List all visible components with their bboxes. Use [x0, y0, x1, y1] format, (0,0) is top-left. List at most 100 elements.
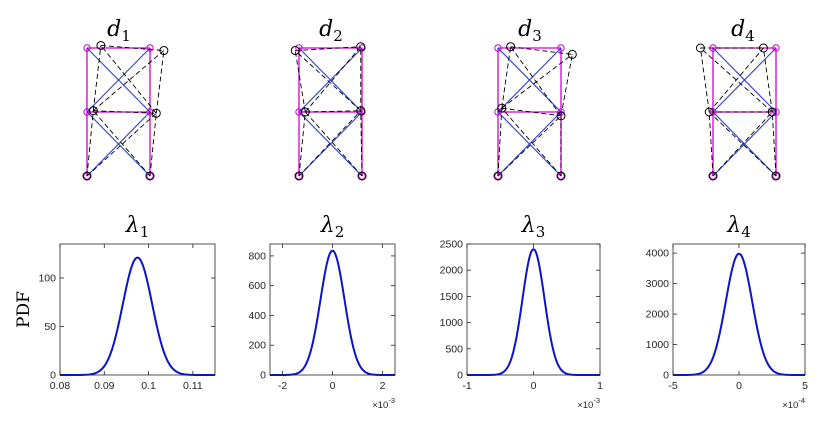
undeformed-node [295, 172, 303, 180]
deformed-member [155, 50, 165, 114]
plot-axes [466, 243, 601, 376]
bracing-member [86, 111, 151, 177]
plot-title-sub: 1 [140, 223, 150, 241]
deformed-member [295, 46, 361, 52]
x-exponent-base: ×10 [782, 400, 798, 411]
x-tick-label: 0.08 [50, 380, 71, 392]
mode-shape-title: d1 [107, 17, 131, 45]
y-tick-label: 2000 [646, 309, 670, 321]
deformed-member [86, 110, 94, 177]
mode-shape-title-base: d [518, 17, 532, 42]
deformed-node [357, 171, 367, 181]
mode-shape-title: d2 [319, 17, 343, 45]
undeformed-node [146, 108, 154, 116]
deformed-node [556, 171, 566, 181]
undeformed-node [494, 172, 502, 180]
plot-title: λ1 [125, 213, 150, 241]
deformed-member [497, 108, 503, 177]
undeformed-node [709, 108, 717, 116]
undeformed-node [772, 108, 780, 116]
plot-title-base: λ [726, 213, 741, 238]
plot-title-base: λ [320, 213, 335, 238]
y-tick-label: 1500 [440, 291, 464, 303]
y-tick-label: 800 [248, 250, 266, 262]
deformed-member [92, 110, 151, 177]
deformed-member [298, 110, 362, 177]
pdf-curve [270, 249, 395, 376]
x-tick-label: 2 [380, 380, 386, 392]
undeformed-node [557, 172, 565, 180]
undeformed-node [83, 108, 91, 116]
undeformed-node [772, 172, 780, 180]
x-tick-label: 0.09 [94, 380, 115, 392]
deformed-member [501, 54, 573, 109]
mode-shape-3: d3 [493, 17, 577, 181]
y-tick-label: 400 [248, 310, 266, 322]
deformed-member [294, 50, 306, 113]
bracing-member [298, 111, 363, 177]
x-tick-label: 0.1 [141, 380, 156, 392]
deformed-member [712, 111, 773, 177]
bracing-member [712, 111, 777, 177]
x-exponent-label: ×10-3 [577, 396, 600, 411]
bracing-member [712, 47, 777, 113]
plot-title-base: λ [125, 213, 140, 238]
deformed-node [356, 42, 366, 52]
deformed-node [151, 108, 161, 118]
mode-shape-title-sub: 4 [745, 27, 755, 45]
deformed-node [300, 107, 310, 117]
x-tick-label: 5 [802, 380, 808, 392]
x-exponent-power: -3 [593, 396, 600, 405]
x-exponent-power: -4 [798, 396, 805, 405]
x-exponent-label: ×10-4 [782, 396, 805, 411]
x-exponent-base: ×10 [372, 400, 388, 411]
plot-title-sub: 2 [335, 223, 345, 241]
undeformed-node [358, 172, 366, 180]
plot-axes [59, 243, 216, 376]
undeformed-node [358, 44, 366, 52]
y-tick-label: 3000 [646, 278, 670, 290]
deformed-node [145, 171, 155, 181]
deformed-member [510, 46, 562, 117]
deformed-node [567, 49, 577, 59]
y-tick-label: 0 [50, 370, 56, 382]
x-tick-label: 1 [597, 380, 603, 392]
deformed-member [360, 110, 363, 177]
deformed-node [356, 106, 366, 116]
deformed-member [510, 46, 573, 55]
deformed-member [93, 110, 157, 114]
y-tick-label: 2500 [440, 239, 464, 251]
undeformed-node [709, 44, 717, 52]
undeformed-node [83, 44, 91, 52]
mode-shape-title-base: d [319, 17, 333, 42]
pdf-curve [60, 256, 215, 376]
undeformed-node [83, 172, 91, 180]
y-tick-label: 500 [445, 343, 463, 355]
x-exponent-label: ×10-3 [372, 396, 395, 411]
undeformed-node [358, 108, 366, 116]
y-tick-label: 1000 [646, 339, 670, 351]
mode-shape-title: d3 [518, 17, 542, 45]
undeformed-node [557, 108, 565, 116]
x-exponent-power: -3 [388, 396, 395, 405]
deformed-node [497, 103, 507, 113]
mode-shape-4: d4 [695, 17, 781, 181]
y-tick-label: 0 [457, 370, 463, 382]
deformed-member [298, 111, 306, 177]
undeformed-node [772, 44, 780, 52]
plot-axes [269, 243, 396, 376]
bracing-member [86, 47, 151, 113]
mode-shape-2: d2 [290, 17, 367, 181]
deformed-member [700, 47, 773, 113]
x-tick-label: -5 [668, 380, 677, 392]
plot-axes [672, 243, 806, 376]
deformed-member [93, 50, 165, 112]
mode-shape-title: d4 [731, 17, 755, 45]
y-tick-label: 100 [38, 272, 56, 284]
mode-shape-title-sub: 3 [532, 27, 542, 45]
deformed-node [695, 43, 705, 53]
y-tick-label: 1000 [440, 317, 464, 329]
deformed-member [304, 46, 362, 113]
